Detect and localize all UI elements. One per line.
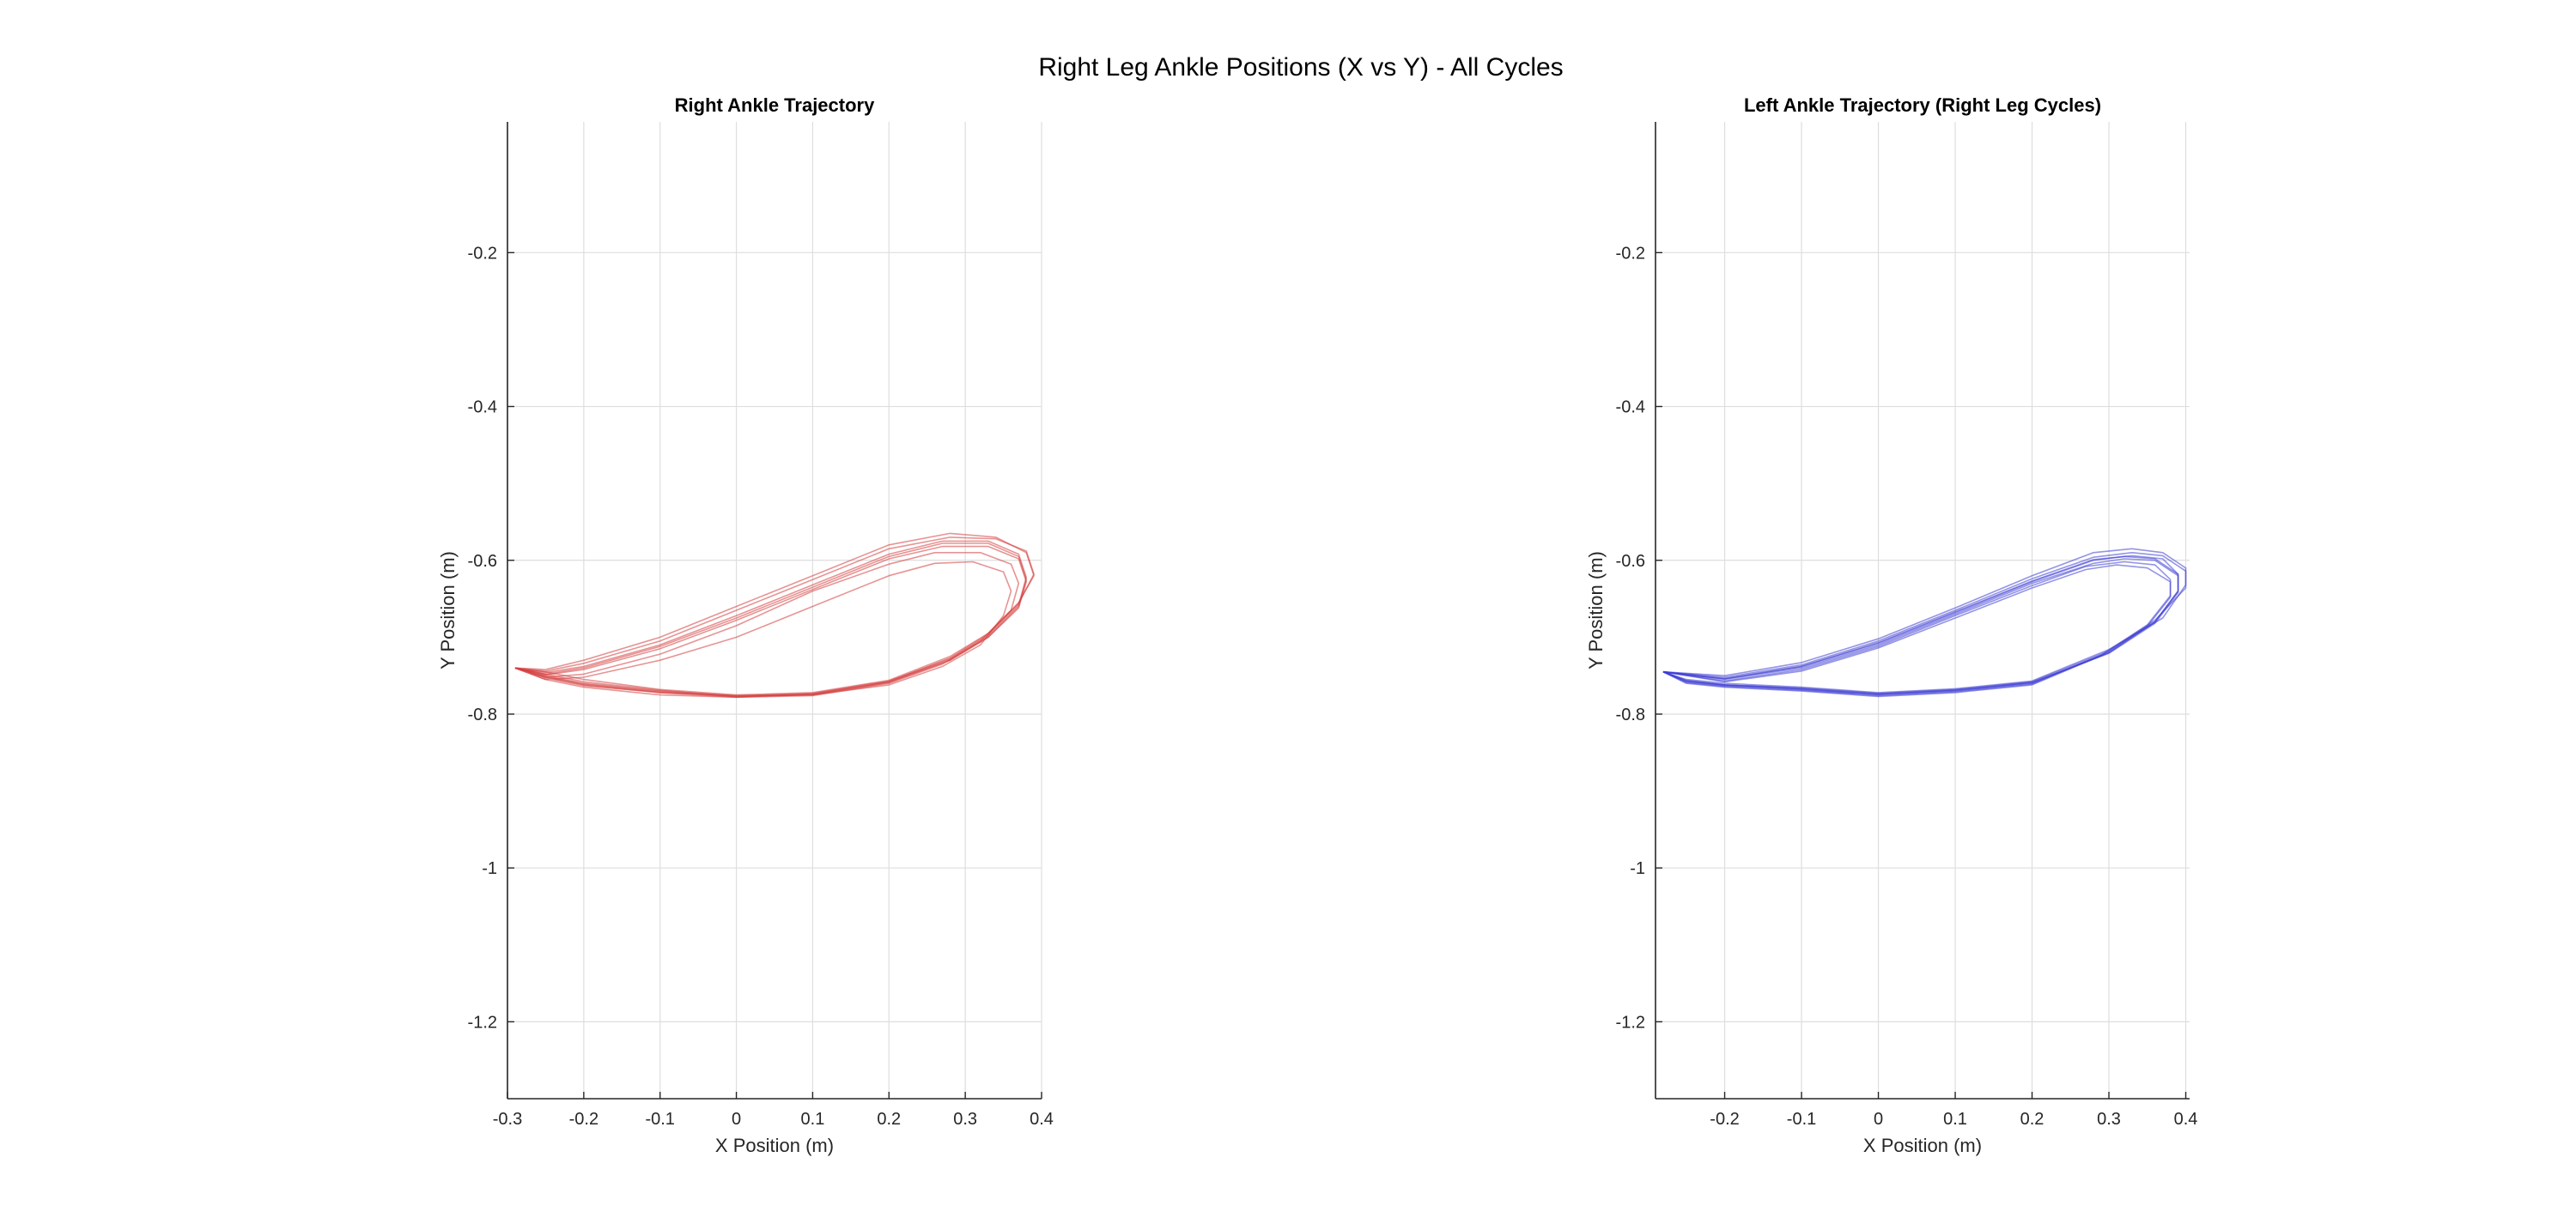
- right-ankle-xtick-label: 0.4: [1030, 1110, 1054, 1129]
- right-ankle-axes: -0.3 -0.2 -0.1 0 0.1 0.2 0.3 0.4 -1.2 -1 -0.8 -0.6 -…: [437, 94, 1054, 1156]
- right-ankle-cycle-line-7: [514, 545, 1027, 698]
- left-ankle-axes-title: Left Ankle Trajectory (Right Leg Cycles): [1744, 94, 2101, 116]
- right-ankle-xtick-label: -0.2: [569, 1110, 598, 1129]
- right-ankle-xtick-label: 0.3: [953, 1110, 977, 1129]
- left-ankle-cycle-line-7: [1662, 554, 2179, 695]
- left-ankle-ylabel: Y Position (m): [1585, 551, 1607, 670]
- figure-suptitle: Right Leg Ankle Positions (X vs Y) - All…: [1038, 53, 1563, 82]
- right-ankle-ytick-label: -0.8: [468, 706, 497, 724]
- left-ankle-ytick-label: -0.8: [1616, 706, 1645, 724]
- right-ankle-ytick-label: -0.2: [468, 244, 497, 263]
- right-ankle-cycle-line-2: [514, 532, 1035, 696]
- left-ankle-xtick-label: 0.3: [2097, 1110, 2121, 1129]
- right-ankle-ytick-label: -1.2: [468, 1013, 497, 1032]
- right-ankle-ytick-label: -1: [482, 859, 497, 878]
- left-ankle-cycle-line-6: [1662, 561, 2172, 697]
- left-ankle-xtick-label: 0.4: [2174, 1110, 2198, 1129]
- right-ankle-xlabel: X Position (m): [715, 1135, 834, 1156]
- left-ankle-xtick-label: 0.1: [1943, 1110, 1967, 1129]
- left-ankle-cycle-line-5: [1662, 548, 2187, 694]
- right-ankle-axes-title: Right Ankle Trajectory: [675, 94, 875, 116]
- left-ankle-xtick-label: -0.1: [1787, 1110, 1816, 1129]
- left-ankle-ytick-label: -0.4: [1616, 398, 1645, 417]
- left-ankle-ytick-label: -1.2: [1616, 1013, 1645, 1032]
- right-ankle-cycle-line-6: [514, 536, 1035, 698]
- right-ankle-xtick-label: -0.1: [645, 1110, 674, 1129]
- right-ankle-ylabel: Y Position (m): [437, 551, 459, 670]
- left-ankle-xtick-label: 0: [1874, 1110, 1883, 1129]
- left-ankle-ytick-label: -1: [1630, 859, 1645, 878]
- left-ankle-xtick-label: -0.2: [1710, 1110, 1739, 1129]
- left-ankle-axes: -0.2 -0.1 0 0.1 0.2 0.3 0.4 -1.2 -1 -0.8 -0.6 -0.4 -…: [1585, 94, 2197, 1156]
- left-ankle-xlabel: X Position (m): [1863, 1135, 1982, 1156]
- left-ankle-ytick-label: -0.2: [1616, 244, 1645, 263]
- left-ankle-xtick-label: 0.2: [2020, 1110, 2044, 1129]
- right-ankle-xtick-label: 0: [732, 1110, 741, 1129]
- right-ankle-xtick-label: -0.3: [493, 1110, 522, 1129]
- right-ankle-xtick-label: 0.1: [801, 1110, 825, 1129]
- right-ankle-ytick-label: -0.6: [468, 552, 497, 571]
- left-ankle-ytick-label: -0.6: [1616, 552, 1645, 571]
- right-ankle-ytick-label: -0.4: [468, 398, 497, 417]
- right-ankle-cycle-line-3: [514, 551, 1020, 699]
- right-ankle-xtick-label: 0.2: [877, 1110, 901, 1129]
